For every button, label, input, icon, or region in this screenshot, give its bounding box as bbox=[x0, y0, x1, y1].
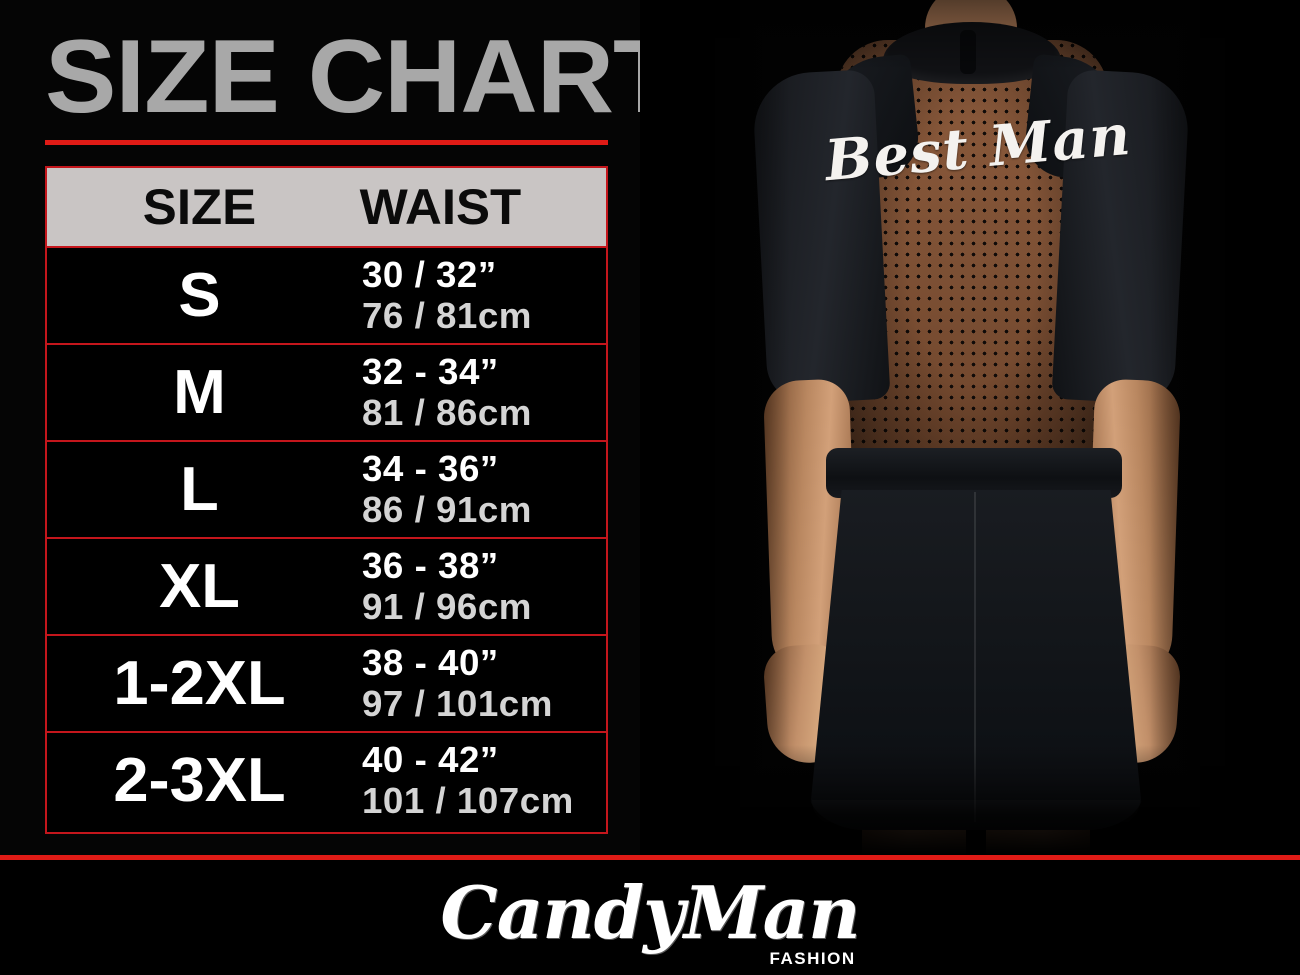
cell-waist: 36 - 38” 91 / 96cm bbox=[352, 545, 606, 628]
waist-inches: 34 - 36” bbox=[362, 447, 499, 489]
table-row: 2-3XL 40 - 42” 101 / 107cm bbox=[47, 731, 606, 828]
shirt-sleeve-left bbox=[751, 69, 891, 405]
collar-notch bbox=[960, 30, 976, 74]
table-row: L 34 - 36” 86 / 91cm bbox=[47, 440, 606, 537]
brand-tagline: FASHION bbox=[769, 949, 856, 968]
waist-centimeters: 101 / 107cm bbox=[362, 779, 574, 821]
cell-waist: 40 - 42” 101 / 107cm bbox=[352, 739, 606, 822]
cell-size: S bbox=[178, 260, 221, 330]
brand-name: CandyMan bbox=[440, 870, 860, 955]
cell-size: 1-2XL bbox=[113, 648, 286, 718]
waist-centimeters: 97 / 101cm bbox=[362, 682, 553, 724]
cell-waist: 34 - 36” 86 / 91cm bbox=[352, 448, 606, 531]
cell-size: 2-3XL bbox=[113, 745, 286, 815]
cell-size: L bbox=[180, 454, 219, 524]
table-row: 1-2XL 38 - 40” 97 / 101cm bbox=[47, 634, 606, 731]
page-title: SIZE CHART bbox=[45, 19, 678, 135]
waist-centimeters: 76 / 81cm bbox=[362, 294, 532, 336]
footer-bar: CandyMan FASHION bbox=[0, 860, 1300, 975]
waist-inches: 38 - 40” bbox=[362, 641, 499, 683]
skirt-hem bbox=[812, 800, 1140, 826]
footer-divider bbox=[0, 855, 1300, 860]
waist-inches: 36 - 38” bbox=[362, 544, 499, 586]
brand-logo-inner: CandyMan FASHION bbox=[440, 870, 860, 970]
waist-centimeters: 81 / 86cm bbox=[362, 391, 532, 433]
cell-waist: 38 - 40” 97 / 101cm bbox=[352, 642, 606, 725]
size-table: SIZE WAIST S 30 / 32” 76 / 81cm M 32 - 3… bbox=[45, 166, 608, 834]
waist-inches: 32 - 34” bbox=[362, 350, 499, 392]
table-row: M 32 - 34” 81 / 86cm bbox=[47, 343, 606, 440]
waist-centimeters: 91 / 96cm bbox=[362, 585, 532, 627]
waist-centimeters: 86 / 91cm bbox=[362, 488, 532, 530]
skirt-center-seam bbox=[974, 492, 976, 822]
black-skirt bbox=[808, 490, 1144, 830]
product-photo: Best Man bbox=[640, 0, 1300, 855]
table-header-row: SIZE WAIST bbox=[47, 168, 606, 246]
column-header-size: SIZE bbox=[142, 179, 257, 235]
table-row: XL 36 - 38” 91 / 96cm bbox=[47, 537, 606, 634]
cell-waist: 30 / 32” 76 / 81cm bbox=[352, 254, 606, 337]
brand-logo: CandyMan FASHION bbox=[0, 870, 1300, 970]
title-underline bbox=[45, 140, 608, 145]
waist-inches: 40 - 42” bbox=[362, 738, 499, 780]
cell-size: M bbox=[173, 357, 226, 427]
cell-waist: 32 - 34” 81 / 86cm bbox=[352, 351, 606, 434]
waist-inches: 30 / 32” bbox=[362, 253, 497, 295]
size-chart-panel: SIZE CHART SIZE WAIST S 30 / 32” 76 / 81… bbox=[0, 0, 678, 855]
table-row: S 30 / 32” 76 / 81cm bbox=[47, 246, 606, 343]
column-header-waist: WAIST bbox=[359, 179, 522, 235]
cell-size: XL bbox=[159, 551, 240, 621]
